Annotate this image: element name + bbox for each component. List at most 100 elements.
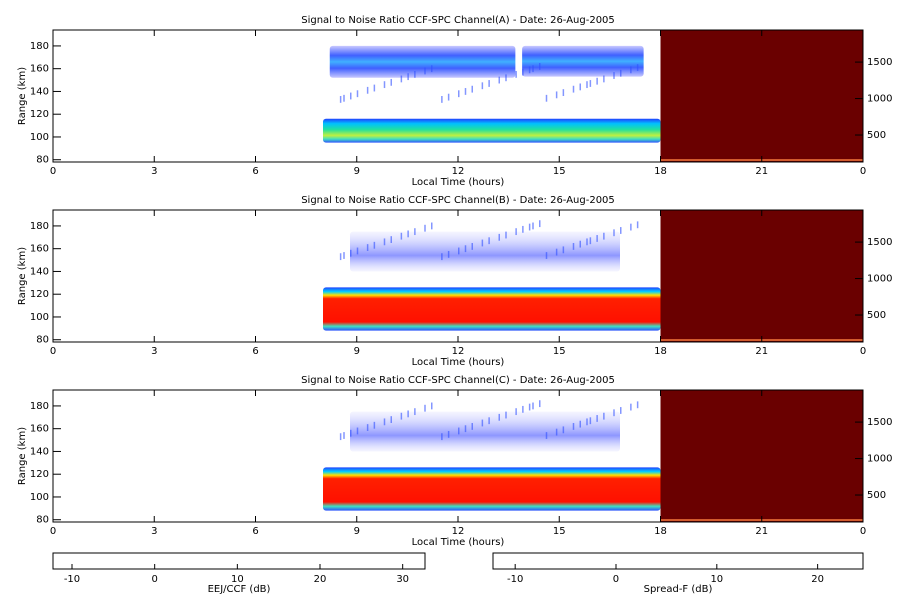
echo-speck [458,247,460,255]
echo-speck [636,64,639,71]
echo-speck [441,433,443,441]
x-tick-label: 12 [452,346,465,357]
x-tick-label: 0 [860,166,866,177]
echo-speck [488,237,490,245]
x-tick-label: 0 [50,346,56,357]
colorbar-tick-label: 0 [151,574,157,585]
echo-speck [424,224,426,232]
echo-speck [447,250,450,258]
x-tick-label: 0 [860,346,866,357]
echo-speck [464,245,467,253]
echo-speck [407,410,409,418]
x-tick-label: 18 [654,526,667,537]
colorbar: -10 0 10 20 Spread-F (dB) [492,552,864,595]
echo-speck [383,418,386,426]
x-tick-label: 0 [50,166,56,177]
echo-speck [613,409,615,417]
x-tick-label: 21 [755,166,768,177]
echo-speck [572,85,575,93]
y2-tick-label: 1500 [867,417,892,428]
echo-speck [390,78,392,86]
echo-speck [498,413,500,421]
echo-speck [522,68,524,76]
echo-speck [447,93,450,101]
y-tick-label: 100 [30,312,49,323]
echo-speck [636,221,639,229]
y-tick-label: 180 [30,221,49,232]
y-tick-label: 80 [36,335,49,346]
echo-speck [562,246,565,254]
echo-speck [366,244,369,251]
echo-speck [424,404,426,412]
echo-speck [620,69,622,77]
echo-speck [471,243,473,250]
echo-speck [555,91,558,99]
echo-speck [400,232,403,240]
y-tick-label: 140 [30,266,49,277]
x-tick-label: 3 [151,526,157,537]
spread-f-block [660,210,863,342]
y-tick-label: 160 [30,424,49,435]
echo-speck [579,83,581,91]
y2-tick-label: 500 [867,490,886,501]
echo-speck [515,228,517,236]
colorbar-tick-label: 30 [396,574,409,585]
panel-title: Signal to Noise Ratio CCF-SPC Channel(C)… [301,375,615,386]
echo-speck [589,80,592,87]
y-tick-label: 160 [30,244,49,255]
x-tick-label: 9 [354,526,360,537]
echo-speck [464,425,467,433]
echo-speck [589,417,592,425]
y2-tick-label: 500 [867,130,886,141]
echo-speck [562,426,565,434]
echo-speck [498,233,500,241]
echo-speck [343,94,345,102]
echo-speck [366,86,369,94]
echo-speck [400,412,403,420]
echo-speck [586,238,588,246]
x-axis-label: Local Time (hours) [412,537,505,548]
echo-speck [603,232,605,240]
panel-title: Signal to Noise Ratio CCF-SPC Channel(A)… [301,15,615,26]
y-tick-label: 120 [30,469,49,480]
colorbar-tick-label: 10 [710,574,723,585]
echo [522,45,644,77]
echo-speck [343,252,345,259]
echo-speck [572,243,575,250]
echo-speck [528,403,531,411]
echo [323,287,661,331]
echo-speck [350,92,352,100]
echo-speck [350,249,352,257]
echo-speck [441,253,443,261]
echo-speck [339,96,342,103]
echo-speck [471,423,473,430]
panel: Signal to Noise Ratio CCF-SPC Channel(B)… [17,195,892,368]
echo-speck [545,432,548,439]
x-tick-label: 9 [354,346,360,357]
echo-speck [441,96,443,103]
echo-speck [539,63,541,70]
echo-speck [481,419,484,427]
x-tick-label: 15 [553,166,566,177]
echo-speck [424,67,426,75]
echo-speck [630,223,632,231]
x-axis-label: Local Time (hours) [412,177,505,188]
echo-speck [532,65,534,73]
panel: Signal to Noise Ratio CCF-SPC Channel(C)… [17,375,892,548]
echo-speck [390,416,392,423]
y-axis-label: Range (km) [17,67,28,125]
x-tick-label: 15 [553,526,566,537]
echo-speck [471,85,473,93]
colorbar-tick-label: 10 [231,574,244,585]
echo-speck [603,412,605,420]
echo-speck [481,82,484,90]
y-tick-label: 160 [30,64,49,75]
echo-speck [383,81,386,89]
x-tick-label: 3 [151,166,157,177]
echo-speck [586,418,588,426]
echo-speck [603,75,605,83]
y-tick-label: 180 [30,41,49,52]
y2-tick-label: 1500 [867,237,892,248]
echo-speck [339,253,342,261]
